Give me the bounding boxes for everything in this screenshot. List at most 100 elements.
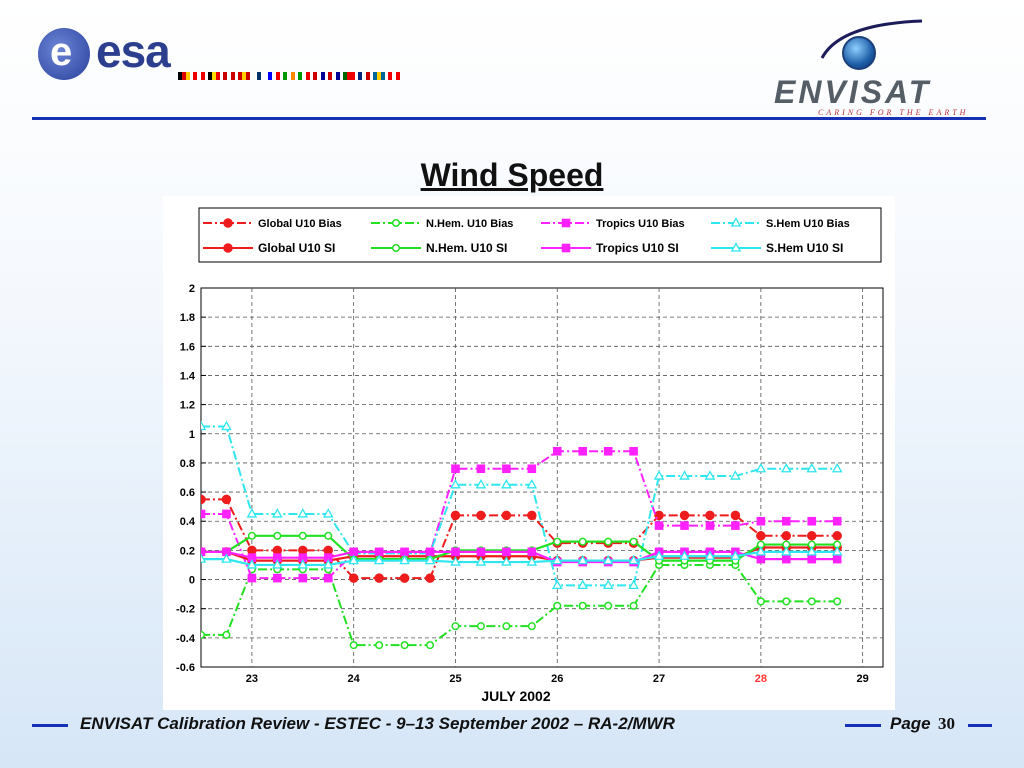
data-point xyxy=(475,478,487,489)
data-point xyxy=(247,545,257,556)
legend-marker xyxy=(561,218,571,228)
legend: Global U10 Bias N.Hem. U10 Bias Tropics U1… xyxy=(198,207,882,263)
footer-line-mid xyxy=(845,724,881,727)
x-tick-label: 29 xyxy=(857,673,869,685)
data-point xyxy=(756,554,766,564)
data-point xyxy=(273,573,282,583)
data-point xyxy=(756,597,765,606)
data-point xyxy=(653,550,665,560)
data-point xyxy=(604,601,613,610)
data-point xyxy=(424,554,436,565)
header-divider xyxy=(32,117,986,120)
y-tick-label: 0.6 xyxy=(180,487,195,499)
data-point xyxy=(629,601,638,610)
data-point xyxy=(201,553,207,563)
data-point xyxy=(578,601,587,610)
legend-label: S.Hem U10 SI xyxy=(766,241,843,255)
legend-marker xyxy=(223,243,233,253)
flag-uk-icon xyxy=(358,72,370,80)
data-point xyxy=(272,545,283,556)
data-point xyxy=(756,516,766,526)
data-point xyxy=(527,510,537,521)
legend-marker xyxy=(561,243,571,253)
legend-label: S.Hem U10 Bias xyxy=(766,218,850,230)
x-tick-label: 23 xyxy=(246,673,258,685)
flag-dk-icon xyxy=(223,72,235,80)
data-point xyxy=(272,508,283,518)
data-point xyxy=(502,622,511,631)
data-point xyxy=(628,579,639,590)
data-point xyxy=(297,559,309,569)
data-point xyxy=(425,641,435,650)
envisat-orbit-swoosh-icon xyxy=(820,19,923,59)
data-point xyxy=(806,462,818,473)
data-point xyxy=(578,537,587,546)
data-point xyxy=(349,547,358,557)
y-tick-label: 2 xyxy=(189,283,195,295)
x-axis-label: JULY 2002 xyxy=(481,688,550,704)
flag-pt-icon xyxy=(343,72,355,80)
legend-box xyxy=(198,207,882,263)
flag-no-icon xyxy=(328,72,340,80)
series-line xyxy=(201,550,838,567)
data-point xyxy=(373,554,385,565)
data-point xyxy=(806,546,818,556)
data-point xyxy=(704,470,716,480)
data-point xyxy=(806,531,817,541)
series-line xyxy=(201,563,838,647)
data-point xyxy=(297,508,309,518)
footer-page-number: 30 xyxy=(938,714,955,733)
flag-ch-icon xyxy=(388,72,400,80)
y-tick-label: 0.4 xyxy=(180,516,196,528)
data-point xyxy=(375,641,384,650)
y-tick-label: -0.2 xyxy=(176,604,195,616)
data-point xyxy=(476,622,485,631)
data-point xyxy=(780,462,792,473)
legend-marker xyxy=(391,243,401,253)
data-point xyxy=(323,545,333,556)
data-point xyxy=(451,464,460,474)
y-tick-label: 0 xyxy=(189,575,195,587)
x-tick-label: 28 xyxy=(755,673,767,685)
data-point xyxy=(831,462,843,473)
data-point xyxy=(780,546,792,556)
flag-se-icon xyxy=(373,72,385,80)
series-line xyxy=(201,534,838,562)
data-point xyxy=(425,573,435,583)
data-point xyxy=(730,550,741,560)
data-point xyxy=(831,546,843,556)
legend-label: Tropics U10 SI xyxy=(596,241,679,255)
data-point xyxy=(807,516,817,526)
data-point xyxy=(552,446,562,456)
data-point xyxy=(755,462,767,473)
data-point xyxy=(679,470,690,480)
data-point xyxy=(322,508,334,518)
y-tick-label: -0.6 xyxy=(176,662,195,674)
data-point xyxy=(833,597,842,606)
data-point xyxy=(450,478,461,489)
data-point xyxy=(221,494,232,505)
y-tick-label: 1 xyxy=(189,429,195,441)
legend-marker xyxy=(223,218,233,228)
legend-marker xyxy=(391,218,401,228)
data-point xyxy=(832,554,842,564)
data-point xyxy=(527,547,537,557)
data-point xyxy=(629,446,638,456)
data-point xyxy=(324,531,333,540)
data-point xyxy=(781,531,792,541)
data-point xyxy=(705,510,715,521)
y-tick-label: 1.8 xyxy=(180,312,195,324)
flag-de-icon xyxy=(178,72,190,80)
data-point xyxy=(731,521,740,530)
esa-logo-circle: e xyxy=(38,28,90,80)
data-point xyxy=(201,420,207,431)
data-point xyxy=(222,630,231,639)
legend-label: Global U10 SI xyxy=(258,241,335,255)
data-point xyxy=(551,554,563,565)
data-point xyxy=(400,547,409,557)
data-point xyxy=(273,531,282,540)
data-point xyxy=(349,641,358,650)
data-point xyxy=(603,446,613,456)
series-line xyxy=(201,425,838,587)
data-point xyxy=(451,547,460,557)
